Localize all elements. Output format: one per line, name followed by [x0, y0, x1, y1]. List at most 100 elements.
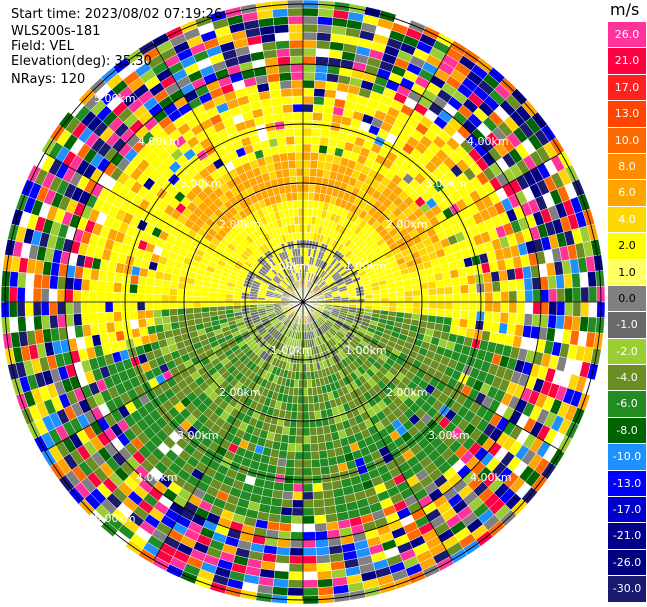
range-gate — [160, 308, 170, 318]
range-gate — [364, 298, 374, 303]
range-gate — [295, 435, 304, 445]
range-gate — [292, 491, 304, 501]
range-gate — [307, 387, 314, 397]
range-gate — [144, 293, 154, 303]
range-gate — [275, 128, 286, 139]
range-gate — [56, 288, 66, 303]
range-gate — [564, 287, 574, 303]
range-gate — [388, 296, 398, 303]
range-gate — [310, 144, 320, 154]
colorbar-cell: 1.0 — [608, 259, 646, 286]
range-gate — [312, 104, 324, 114]
range-gate — [193, 312, 203, 320]
range-gate — [302, 55, 317, 65]
range-gate — [285, 136, 295, 146]
range-gate — [312, 482, 324, 492]
range-gate — [152, 293, 162, 303]
range-gate — [290, 63, 304, 73]
range-gate — [273, 112, 285, 123]
range-gate — [411, 283, 421, 291]
range-gate — [216, 305, 226, 312]
range-gate — [588, 286, 598, 303]
range-gate — [41, 315, 51, 330]
range-gate — [466, 274, 477, 285]
range-gate — [451, 285, 461, 295]
range-gate — [317, 586, 334, 596]
range-gate — [491, 281, 501, 293]
range-gate — [348, 298, 358, 303]
range-gate — [8, 301, 18, 318]
range-gate — [302, 387, 309, 397]
range-gate — [9, 316, 19, 333]
range-gate — [200, 301, 210, 308]
range-gate — [154, 323, 165, 334]
range-gate — [311, 136, 321, 146]
colorbar-label: -10.0 — [612, 450, 642, 464]
range-gate — [458, 318, 469, 329]
range-gate — [298, 223, 304, 233]
range-gate — [428, 308, 438, 317]
range-gate — [500, 291, 510, 303]
range-gate — [555, 274, 565, 289]
colorbar-label: 17.0 — [614, 80, 640, 94]
range-gate — [451, 309, 461, 319]
range-gate — [310, 151, 319, 161]
range-gate — [302, 507, 315, 517]
range-gate — [281, 96, 293, 106]
range-gate — [302, 451, 312, 461]
range-gate — [380, 297, 390, 303]
range-gate — [316, 40, 331, 50]
range-gate — [302, 499, 314, 509]
range-gate — [276, 457, 287, 468]
range-gate — [302, 363, 307, 373]
range-gate — [492, 291, 502, 303]
range-gate — [208, 301, 218, 308]
range-gate — [491, 311, 501, 323]
range-gate — [88, 290, 98, 303]
range-gate — [312, 112, 324, 122]
range-gate — [302, 403, 309, 413]
range-gate — [289, 39, 304, 49]
range-gate — [323, 432, 333, 443]
range-gate — [136, 301, 146, 311]
range-gate — [292, 95, 304, 105]
range-gate — [435, 279, 445, 289]
range-gate — [17, 316, 27, 333]
range-gate — [297, 191, 304, 201]
range-gate — [80, 301, 90, 314]
range-gate — [279, 514, 293, 524]
range-gate — [490, 321, 501, 334]
range-gate — [302, 143, 312, 153]
colorbar-unit: m/s — [610, 0, 640, 19]
range-gate — [40, 301, 50, 316]
colorbar-label: 4.0 — [618, 212, 636, 226]
range-gate — [498, 269, 509, 282]
range-gate — [580, 286, 590, 303]
range-gate — [444, 293, 454, 303]
range-gate — [482, 272, 493, 284]
range-gate — [556, 301, 566, 316]
range-gate — [128, 292, 138, 303]
range-gate — [507, 312, 517, 325]
range-gate — [284, 466, 295, 476]
colorbar-cell: -8.0 — [608, 417, 646, 445]
colorbar-cell: -13.0 — [608, 470, 646, 498]
range-gate — [168, 301, 178, 310]
colorbar-label: 1.0 — [618, 265, 636, 279]
range-gate — [540, 288, 550, 303]
range-gate — [152, 301, 162, 311]
range-gate — [295, 231, 300, 241]
range-gate — [444, 286, 454, 295]
range-gate — [273, 481, 285, 492]
range-gate — [572, 301, 582, 317]
range-gate — [315, 48, 330, 58]
range-gate — [278, 449, 288, 460]
range-gate — [460, 301, 470, 311]
range-gate — [279, 80, 293, 90]
range-gate — [444, 309, 454, 318]
range-gate — [272, 8, 289, 18]
range-gate — [302, 563, 318, 573]
range-gate — [49, 275, 59, 290]
range-gate — [297, 395, 304, 405]
colorbar-cell: -26.0 — [608, 549, 646, 577]
